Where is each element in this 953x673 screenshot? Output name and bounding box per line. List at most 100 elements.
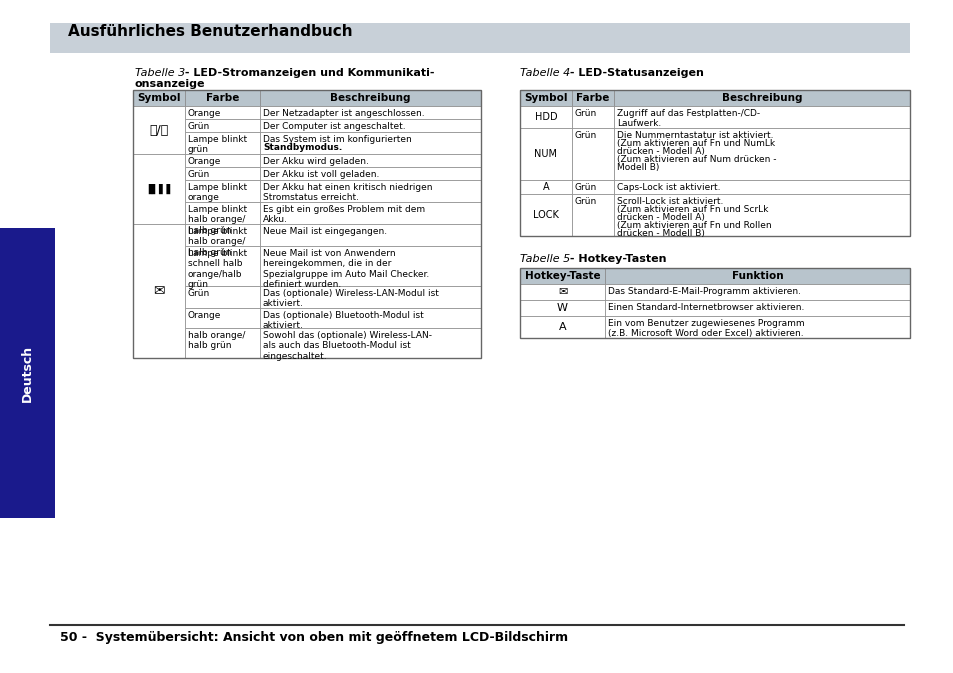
Text: Orange: Orange bbox=[188, 311, 221, 320]
Bar bbox=[572, 90, 614, 106]
Text: (Zum aktivieren auf Fn und NumLk: (Zum aktivieren auf Fn und NumLk bbox=[617, 139, 774, 148]
Text: Funktion: Funktion bbox=[731, 271, 782, 281]
Bar bbox=[185, 308, 260, 328]
Text: Caps-Lock ist aktiviert.: Caps-Lock ist aktiviert. bbox=[617, 183, 720, 192]
Bar bbox=[519, 180, 572, 194]
Bar bbox=[260, 106, 480, 119]
Bar bbox=[519, 106, 572, 128]
Bar bbox=[185, 224, 260, 246]
Bar bbox=[132, 154, 185, 224]
Bar bbox=[0, 228, 55, 518]
Bar bbox=[614, 180, 909, 194]
Text: Die Nummerntastatur ist aktiviert.: Die Nummerntastatur ist aktiviert. bbox=[617, 131, 773, 140]
Bar bbox=[185, 106, 260, 119]
Text: Grün: Grün bbox=[575, 183, 597, 192]
Text: Das System ist im konfigurierten: Das System ist im konfigurierten bbox=[263, 135, 412, 154]
Bar bbox=[132, 90, 480, 358]
Text: Grün: Grün bbox=[575, 197, 597, 206]
Text: Der Computer ist angeschaltet.: Der Computer ist angeschaltet. bbox=[263, 122, 405, 131]
Bar bbox=[132, 106, 185, 154]
Text: HDD: HDD bbox=[534, 112, 557, 122]
Bar bbox=[519, 128, 572, 180]
Bar bbox=[132, 90, 480, 106]
Text: Beschreibung: Beschreibung bbox=[721, 93, 801, 103]
Text: (Zum aktivieren auf Fn und Rollen: (Zum aktivieren auf Fn und Rollen bbox=[617, 221, 771, 230]
Text: Lampe blinkt
grün: Lampe blinkt grün bbox=[188, 135, 247, 154]
Text: drücken - Modell A): drücken - Modell A) bbox=[617, 213, 704, 222]
Text: Das (optionale) Bluetooth-Modul ist
aktiviert.: Das (optionale) Bluetooth-Modul ist akti… bbox=[263, 311, 423, 330]
Bar bbox=[519, 90, 572, 106]
Bar bbox=[519, 194, 572, 236]
Bar bbox=[519, 268, 909, 338]
Bar bbox=[519, 300, 604, 316]
Text: Orange: Orange bbox=[188, 109, 221, 118]
Text: Lampe blinkt
orange: Lampe blinkt orange bbox=[188, 183, 247, 203]
Bar bbox=[185, 246, 260, 286]
Bar bbox=[614, 90, 909, 106]
Text: Tabelle 4: Tabelle 4 bbox=[519, 68, 570, 78]
Text: drücken - Modell B): drücken - Modell B) bbox=[617, 229, 704, 238]
Bar bbox=[260, 154, 480, 167]
Text: 50 -  Systemübersicht: Ansicht von oben mit geöffnetem LCD-Bildschirm: 50 - Systemübersicht: Ansicht von oben m… bbox=[60, 631, 568, 644]
Bar bbox=[519, 268, 909, 284]
Bar bbox=[572, 106, 614, 128]
Text: Scroll-Lock ist aktiviert.: Scroll-Lock ist aktiviert. bbox=[617, 197, 722, 206]
Bar bbox=[260, 90, 480, 106]
Bar bbox=[260, 328, 480, 358]
Text: (Zum aktivieren auf Fn und ScrLk: (Zum aktivieren auf Fn und ScrLk bbox=[617, 205, 767, 214]
Text: ⏻/⏻: ⏻/⏻ bbox=[150, 124, 169, 137]
Text: W: W bbox=[557, 303, 567, 313]
Text: Farbe: Farbe bbox=[576, 93, 609, 103]
Bar bbox=[260, 119, 480, 132]
Text: ✉: ✉ bbox=[153, 284, 165, 298]
Text: Hotkey-Taste: Hotkey-Taste bbox=[524, 271, 599, 281]
Text: Zugriff auf das Festplatten-/CD-
Laufwerk.: Zugriff auf das Festplatten-/CD- Laufwer… bbox=[617, 109, 760, 129]
Text: - LED-Stromanzeigen und Kommunikati-: - LED-Stromanzeigen und Kommunikati- bbox=[181, 68, 434, 78]
Bar bbox=[185, 180, 260, 202]
Text: Sowohl das (optionale) Wireless-LAN-
als auch das Bluetooth-Modul ist
eingeschal: Sowohl das (optionale) Wireless-LAN- als… bbox=[263, 331, 432, 361]
Text: Neue Mail ist von Anwendern
hereingekommen, die in der
Spezialgruppe im Auto Mai: Neue Mail ist von Anwendern hereingekomm… bbox=[263, 249, 429, 289]
Text: Das Standard-E-Mail-Programm aktivieren.: Das Standard-E-Mail-Programm aktivieren. bbox=[607, 287, 801, 296]
Text: Der Akku ist voll geladen.: Der Akku ist voll geladen. bbox=[263, 170, 379, 179]
Bar bbox=[185, 167, 260, 180]
Bar bbox=[572, 128, 614, 180]
Text: onsanzeige: onsanzeige bbox=[135, 79, 205, 89]
Text: Das (optionale) Wireless-LAN-Modul ist
aktiviert.: Das (optionale) Wireless-LAN-Modul ist a… bbox=[263, 289, 438, 308]
Text: Beschreibung: Beschreibung bbox=[330, 93, 411, 103]
Text: Farbe: Farbe bbox=[206, 93, 239, 103]
Bar bbox=[604, 316, 909, 338]
Text: - LED-Statusanzeigen: - LED-Statusanzeigen bbox=[565, 68, 703, 78]
Bar bbox=[519, 316, 604, 338]
Bar bbox=[614, 128, 909, 180]
Text: Grün: Grün bbox=[575, 109, 597, 118]
Text: Der Akku hat einen kritisch niedrigen
Stromstatus erreicht.: Der Akku hat einen kritisch niedrigen St… bbox=[263, 183, 432, 203]
Bar bbox=[185, 119, 260, 132]
Text: Lampe blinkt
halb orange/
halb grün: Lampe blinkt halb orange/ halb grün bbox=[188, 227, 247, 257]
Bar bbox=[519, 90, 909, 106]
Text: Der Akku wird geladen.: Der Akku wird geladen. bbox=[263, 157, 369, 166]
Bar bbox=[132, 224, 185, 358]
Bar bbox=[260, 132, 480, 154]
Bar bbox=[185, 202, 260, 224]
Text: Ein vom Benutzer zugewiesenes Programm
(z.B. Microsoft Word oder Excel) aktivier: Ein vom Benutzer zugewiesenes Programm (… bbox=[607, 319, 803, 339]
Bar bbox=[260, 180, 480, 202]
Text: Orange: Orange bbox=[188, 157, 221, 166]
Bar bbox=[260, 167, 480, 180]
Bar bbox=[260, 224, 480, 246]
Text: Tabelle 3: Tabelle 3 bbox=[135, 68, 185, 78]
Text: Grün: Grün bbox=[575, 131, 597, 140]
Text: Ausführliches Benutzerhandbuch: Ausführliches Benutzerhandbuch bbox=[68, 24, 353, 40]
Text: Der Netzadapter ist angeschlossen.: Der Netzadapter ist angeschlossen. bbox=[263, 109, 424, 118]
Text: Standbymodus.: Standbymodus. bbox=[263, 143, 342, 152]
Bar bbox=[132, 90, 185, 106]
Bar bbox=[185, 328, 260, 358]
Text: A: A bbox=[542, 182, 549, 192]
Text: NUM: NUM bbox=[534, 149, 557, 159]
Bar bbox=[260, 202, 480, 224]
Bar bbox=[185, 132, 260, 154]
Text: - Hotkey-Tasten: - Hotkey-Tasten bbox=[565, 254, 666, 264]
Text: Lampe blinkt
halb orange/
halb grün: Lampe blinkt halb orange/ halb grün bbox=[188, 205, 247, 235]
Text: Grün: Grün bbox=[188, 289, 210, 298]
Bar bbox=[604, 268, 909, 284]
Bar bbox=[185, 286, 260, 308]
